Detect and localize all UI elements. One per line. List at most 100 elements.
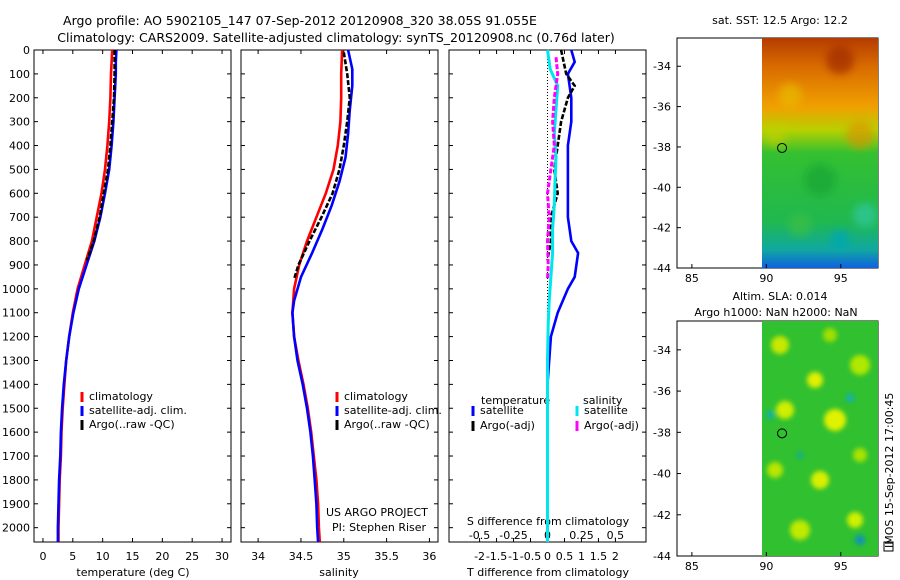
x-tick-label: 0.5 (556, 550, 574, 563)
legend-label: satellite-adj. clim. (89, 404, 187, 417)
x-tick-label: -0.5 (520, 550, 541, 563)
depth-tick-label: 600 (9, 187, 30, 200)
series-line-climatology (57, 49, 114, 542)
map-y-tick-label: -42 (653, 222, 671, 235)
temperature-plot: temperature (deg C) 01002003004005006007… (2, 44, 232, 579)
legend-label: satellite (480, 404, 524, 417)
depth-tick-label: 1500 (2, 402, 30, 415)
depth-tick-label: 500 (9, 163, 30, 176)
temperature-plot-frame (33, 49, 232, 543)
x-tick-label: 35.5 (374, 550, 399, 563)
difference-series-line (546, 49, 577, 261)
temperature-xlabel: temperature (deg C) (76, 566, 189, 579)
argo-location-marker (777, 142, 788, 153)
x-tick-label: -2 (474, 550, 485, 563)
imos-logo-icon (883, 541, 894, 552)
depth-tick-label: 900 (9, 259, 30, 272)
map-x-tick-label: 85 (685, 560, 699, 573)
map-y-tick-label: -38 (653, 141, 671, 154)
difference-series-line (546, 49, 580, 542)
depth-tick-label: 1200 (2, 331, 30, 344)
depth-tick-label: 2000 (2, 522, 30, 535)
depth-tick-label: 1000 (2, 283, 30, 296)
series-line-satellite (56, 49, 118, 542)
argo-location-marker (777, 428, 788, 439)
sst-field-texture (764, 46, 877, 250)
sst-map: sat. SST: 12.5 Argo: 12.2 -34 -36 -38 -40 -4… (653, 14, 879, 285)
s-tick-label: 0.5 (607, 529, 625, 542)
depth-tick-label: 0 (23, 44, 30, 57)
legend-header-salinity: salinity (583, 394, 623, 407)
x-tick-label: 20 (155, 550, 169, 563)
depth-tick-label: 1900 (2, 498, 30, 511)
salinity-plot: salinity US ARGO PROJECT PI: Stephen Ris… (240, 49, 442, 579)
map-y-tick-label: -34 (653, 344, 671, 357)
map-y-tick-label: -34 (653, 60, 671, 73)
map-y-tick-label: -42 (653, 509, 671, 522)
depth-tick-label: 1300 (2, 354, 30, 367)
figure-title-line2: Climatology: CARS2009. Satellite-adjuste… (57, 30, 614, 45)
x-tick-label: 0 (39, 550, 46, 563)
map-x-tick-label: 95 (834, 272, 848, 285)
legend-label: Argo(..raw -QC) (344, 418, 430, 431)
difference-series-line (546, 49, 560, 542)
legend-label: satellite-adj. clim. (344, 404, 442, 417)
legend-label: satellite (584, 404, 628, 417)
depth-tick-label: 300 (9, 116, 30, 129)
sst-map-title: sat. SST: 12.5 Argo: 12.2 (712, 14, 848, 27)
sst-field (762, 38, 878, 268)
salinity-xlabel: salinity (319, 566, 359, 579)
project-annotation: US ARGO PROJECT (326, 506, 428, 519)
x-tick-label: 10 (96, 550, 110, 563)
x-tick-label: -1 (508, 550, 519, 563)
x-tick-label: 0 (544, 550, 551, 563)
x-tick-label: 2 (612, 550, 619, 563)
x-tick-label: 34 (251, 550, 265, 563)
map-y-tick-label: -36 (653, 385, 671, 398)
t-difference-xlabel: T difference from climatology (466, 566, 629, 579)
s-tick-label: 0.25 (569, 529, 594, 542)
x-tick-label: 36 (422, 550, 436, 563)
depth-tick-label: 100 (9, 68, 30, 81)
depth-tick-label: 1700 (2, 450, 30, 463)
series-line-satellite (291, 49, 354, 543)
x-tick-label: -1.5 (486, 550, 507, 563)
map-y-tick-label: -40 (653, 181, 671, 194)
depth-tick-label: 1100 (2, 307, 30, 320)
figure-title-line1: Argo profile: AO 5902105_147 07-Sep-2012… (63, 13, 537, 28)
sla-map: Altim. SLA: 0.014 Argo h1000: NaN h2000:… (653, 290, 879, 573)
sla-map-subtitle: Argo h1000: NaN h2000: NaN (694, 306, 857, 319)
legend-header-temperature: temperature (481, 394, 550, 407)
map-x-tick-label: 90 (759, 272, 773, 285)
map-x-tick-label: 85 (685, 272, 699, 285)
s-tick-label: -0.25 (499, 529, 527, 542)
x-tick-label: 1.5 (590, 550, 608, 563)
map-y-tick-label: -44 (653, 550, 671, 563)
depth-tick-label: 200 (9, 92, 30, 105)
pi-annotation: PI: Stephen Riser (332, 521, 427, 534)
depth-tick-label: 800 (9, 235, 30, 248)
sla-field-texture (766, 328, 870, 545)
depth-tick-label: 700 (9, 211, 30, 224)
x-tick-label: 5 (69, 550, 76, 563)
map-x-tick-label: 95 (834, 560, 848, 573)
s-tick-label: -0.5 (469, 529, 490, 542)
legend-label: climatology (89, 390, 153, 403)
x-tick-label: 1 (578, 550, 585, 563)
map-x-tick-label: 90 (759, 560, 773, 573)
depth-tick-label: 400 (9, 140, 30, 153)
x-tick-label: 15 (126, 550, 140, 563)
x-tick-label: 34.5 (289, 550, 314, 563)
imos-footer: IMOS 15-Sep-2012 17:00:45 (883, 393, 896, 548)
x-tick-label: 35 (337, 550, 351, 563)
x-tick-label: 30 (215, 550, 229, 563)
series-line-argo (85, 50, 116, 261)
sla-map-title: Altim. SLA: 0.014 (732, 290, 827, 303)
difference-series-line (545, 57, 560, 280)
legend-label: climatology (344, 390, 408, 403)
map-y-tick-label: -36 (653, 101, 671, 114)
map-y-tick-label: -38 (653, 426, 671, 439)
salinity-plot-frame (240, 49, 439, 543)
map-y-tick-label: -44 (653, 262, 671, 275)
